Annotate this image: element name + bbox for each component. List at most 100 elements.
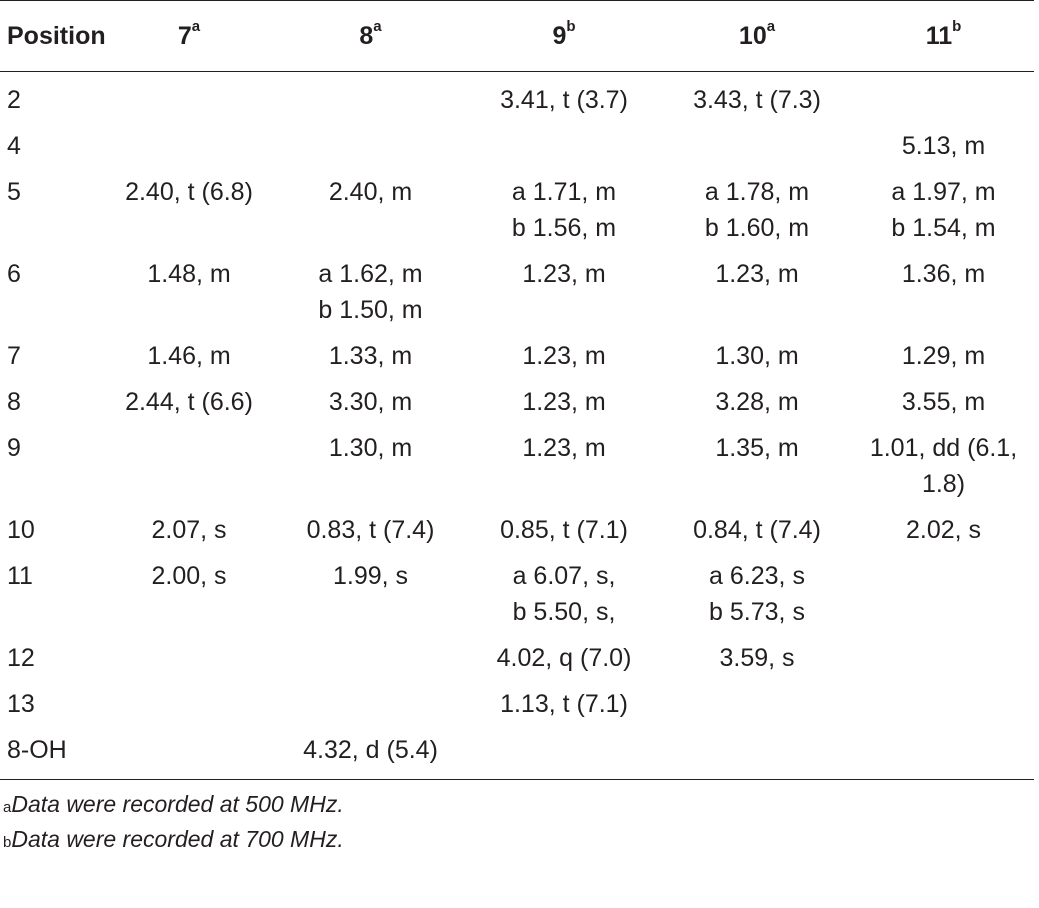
shift-value: 3.30, m xyxy=(328,388,413,416)
shift-cell: 1.29, m xyxy=(853,328,1034,374)
header-compound-8: 8a xyxy=(359,17,382,50)
shift-value: 2.02, s xyxy=(905,516,982,544)
shift-cell: 4.02, q (7.0) xyxy=(467,630,661,676)
table-row: 2 3.41, t (3.7) 3.43, t (7.3) xyxy=(0,72,1034,119)
shift-value: 2.07, s xyxy=(151,516,227,544)
shift-value: 3.59, s xyxy=(719,644,795,672)
shift-value: b 5.50, s, xyxy=(512,598,616,626)
shift-value: 1.35, m xyxy=(715,434,799,462)
shift-value: 2.44, t (6.6) xyxy=(125,388,253,416)
position-cell: 12 xyxy=(7,644,35,672)
shift-cell: 1.36, m xyxy=(853,246,1034,328)
shift-value: b 1.50, m xyxy=(318,296,423,324)
position-cell: 11 xyxy=(7,562,33,590)
shift-cell: a 1.62, m b 1.50, m xyxy=(274,246,467,328)
shift-cell: a 1.78, m b 1.60, m xyxy=(661,164,853,246)
shift-cell xyxy=(853,72,1034,119)
shift-value: 1.36, m xyxy=(901,260,986,288)
shift-value: 1.23, m xyxy=(522,388,606,416)
shift-cell: 3.30, m xyxy=(274,374,467,420)
shift-cell: 2.40, t (6.8) xyxy=(104,164,274,246)
table-row: 8 2.44, t (6.6) 3.30, m 1.23, m 3.28, m 3.55,… xyxy=(0,374,1034,420)
shift-value: 1.23, m xyxy=(522,260,606,288)
shift-value: 3.41, t (3.7) xyxy=(500,86,628,114)
shift-value: 0.85, t (7.1) xyxy=(500,516,628,544)
shift-value: b 1.60, m xyxy=(704,214,810,242)
shift-value: a 1.97, m xyxy=(891,178,996,206)
shift-cell xyxy=(467,722,661,780)
shift-value: b 5.73, s xyxy=(709,598,805,626)
header-compound-10: 10a xyxy=(738,17,776,50)
shift-value: 3.28, m xyxy=(715,388,799,416)
shift-value: 1.23, m xyxy=(522,342,606,370)
position-cell: 8-OH xyxy=(7,736,67,764)
table-row: 4 5.13, m xyxy=(0,118,1034,164)
position-cell: 5 xyxy=(7,178,21,206)
shift-value: a 1.71, m xyxy=(511,178,617,206)
shift-value: a 1.62, m xyxy=(318,260,423,288)
shift-value: 0.84, t (7.4) xyxy=(693,516,821,544)
table-row: 12 4.02, q (7.0) 3.59, s xyxy=(0,630,1034,676)
shift-cell xyxy=(661,676,853,722)
shift-cell xyxy=(467,118,661,164)
header-compound-7: 7a xyxy=(177,17,201,50)
shift-cell: 2.44, t (6.6) xyxy=(104,374,274,420)
shift-value: 1.99, s xyxy=(332,562,409,590)
shift-cell: 1.99, s xyxy=(274,548,467,630)
position-cell: 8 xyxy=(7,388,21,416)
shift-cell xyxy=(104,676,274,722)
shift-cell xyxy=(274,630,467,676)
position-cell: 2 xyxy=(7,86,21,114)
shift-value: a 6.07, s, xyxy=(512,562,616,590)
shift-cell: a 1.97, m b 1.54, m xyxy=(853,164,1034,246)
table-row: 10 2.07, s 0.83, t (7.4) 0.85, t (7.1) 0.84,… xyxy=(0,502,1034,548)
shift-value: 1.23, m xyxy=(522,434,606,462)
shift-cell xyxy=(274,72,467,119)
shift-cell: 2.00, s xyxy=(104,548,274,630)
shift-value: b 1.56, m xyxy=(511,214,617,242)
shift-cell: 3.28, m xyxy=(661,374,853,420)
shift-cell: 1.23, m xyxy=(467,328,661,374)
shift-value: 0.83, t (7.4) xyxy=(306,516,435,544)
shift-cell: 1.23, m xyxy=(467,420,661,502)
table-footnotes: aData were recorded at 500 MHz. bData we… xyxy=(0,787,1039,857)
shift-cell: 3.41, t (3.7) xyxy=(467,72,661,119)
shift-value: 1.23, m xyxy=(715,260,799,288)
shift-value: 1.8) xyxy=(921,470,966,498)
shift-value: 3.43, t (7.3) xyxy=(693,86,821,114)
table-row: 8-OH 4.32, d (5.4) xyxy=(0,722,1034,780)
shift-cell xyxy=(104,630,274,676)
shift-value: a 6.23, s xyxy=(709,562,805,590)
header-row: Position 7a 8a 9b 10a 11b xyxy=(0,0,1034,72)
shift-value: 1.46, m xyxy=(147,342,231,370)
shift-value: 3.55, m xyxy=(901,388,986,416)
position-cell: 7 xyxy=(7,342,21,370)
shift-value: 1.48, m xyxy=(147,260,231,288)
shift-cell: 1.46, m xyxy=(104,328,274,374)
shift-cell: a 1.71, m b 1.56, m xyxy=(467,164,661,246)
shift-cell xyxy=(104,722,274,780)
shift-cell: a 6.07, s, b 5.50, s, xyxy=(467,548,661,630)
footnote-a: aData were recorded at 500 MHz. xyxy=(3,791,344,817)
shift-value: 1.29, m xyxy=(901,342,986,370)
shift-cell xyxy=(274,676,467,722)
header-compound-11: 11b xyxy=(925,17,962,50)
shift-cell: 1.01, dd (6.1, 1.8) xyxy=(853,420,1034,502)
shift-value: 1.30, m xyxy=(715,342,799,370)
shift-value: 4.02, q (7.0) xyxy=(496,644,632,672)
shift-cell: 5.13, m xyxy=(853,118,1034,164)
shift-cell: 3.55, m xyxy=(853,374,1034,420)
position-cell: 10 xyxy=(7,516,35,544)
shift-cell: 1.33, m xyxy=(274,328,467,374)
shift-cell xyxy=(853,722,1034,780)
shift-cell xyxy=(661,118,853,164)
shift-cell: a 6.23, s b 5.73, s xyxy=(661,548,853,630)
shift-value: 1.33, m xyxy=(328,342,413,370)
footnote-b: bData were recorded at 700 MHz. xyxy=(3,826,344,852)
nmr-data-table-figure: Position 7a 8a 9b 10a 11b 2 3.41, t (3.7)… xyxy=(0,0,1039,857)
shift-cell: 3.43, t (7.3) xyxy=(661,72,853,119)
position-cell: 6 xyxy=(7,260,21,288)
shift-cell: 2.40, m xyxy=(274,164,467,246)
